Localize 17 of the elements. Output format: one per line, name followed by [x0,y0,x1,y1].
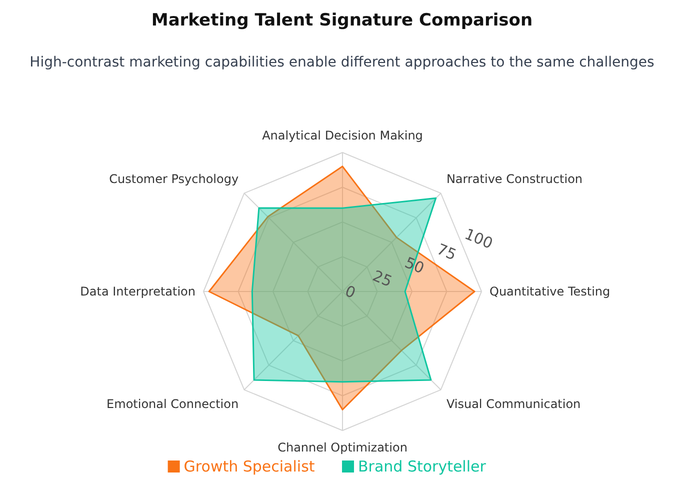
y-tick-label: 0 [342,282,358,302]
spoke-label: Quantitative Testing [490,284,610,298]
spoke-label: Customer Psychology [109,172,239,186]
spoke-label: Channel Optimization [278,440,408,454]
y-tick-label: 25 [370,266,395,291]
legend-label: Growth Specialist [184,458,315,476]
spoke-label: Emotional Connection [106,396,239,411]
chart-subtitle: High-contrast marketing capabilities enable different approaches to the same challenges [30,54,654,70]
y-tick-label: 75 [434,240,459,264]
y-tick-label: 50 [402,253,427,278]
spoke-label: Analytical Decision Making [262,128,423,142]
spoke-label: Data Interpretation [80,284,196,298]
legend-label: Brand Storyteller [358,458,487,476]
chart-title: Marketing Talent Signature Comparison [151,10,533,30]
spoke-label: Visual Communication [446,396,581,411]
spoke-label: Narrative Construction [446,172,583,186]
y-tick-label: 100 [462,224,496,253]
